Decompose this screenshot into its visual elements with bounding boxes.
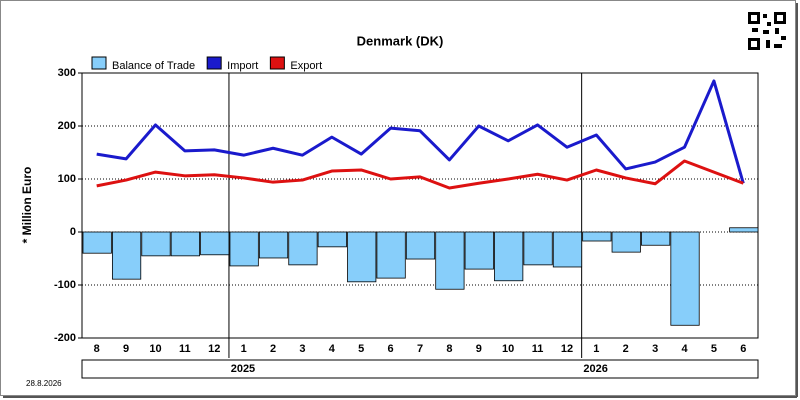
x-tick-label: 5 <box>711 343 717 355</box>
bar <box>435 231 465 290</box>
x-tick-label: 4 <box>329 343 336 355</box>
y-axis-label: * Million Euro <box>20 167 34 244</box>
x-tick-label: 8 <box>94 343 100 355</box>
x-tick-label: 10 <box>149 343 161 355</box>
bar <box>288 231 318 266</box>
bar <box>670 231 700 326</box>
legend-swatch <box>206 56 222 70</box>
chart-title: Denmark (DK) <box>357 33 444 48</box>
bar <box>258 231 289 259</box>
legend-label: Export <box>290 60 322 72</box>
y-tick-label: 0 <box>70 226 76 238</box>
x-tick-label: 1 <box>593 343 599 355</box>
year-row <box>81 359 759 379</box>
y-tick-label: -100 <box>54 279 76 291</box>
year-label: 2025 <box>231 363 255 375</box>
bar <box>376 231 406 279</box>
y-tick-label: 200 <box>58 120 76 132</box>
x-tick-label: 8 <box>446 343 452 355</box>
x-tick-label: 11 <box>532 343 544 355</box>
bar <box>611 231 641 253</box>
x-tick-label: 10 <box>502 343 514 355</box>
footnote: 28.8.2026 <box>26 379 62 388</box>
y-tick-label: 100 <box>58 173 76 185</box>
x-tick-label: 11 <box>179 343 191 355</box>
bar <box>111 231 142 280</box>
legend-label: Import <box>227 60 258 72</box>
bar <box>552 231 583 268</box>
bar <box>494 231 524 282</box>
bar <box>729 227 759 233</box>
bar <box>170 231 200 257</box>
x-tick-label: 4 <box>681 343 688 355</box>
line <box>96 79 745 184</box>
bar <box>523 231 553 266</box>
x-tick-label: 12 <box>208 343 220 355</box>
line <box>96 159 744 190</box>
bar <box>464 231 494 270</box>
legend-swatch <box>91 56 107 70</box>
bar <box>347 231 377 283</box>
legend-label: Balance of Trade <box>112 60 195 72</box>
bar <box>141 231 171 257</box>
x-tick-label: 3 <box>652 343 658 355</box>
x-tick-label: 5 <box>358 343 364 355</box>
bar <box>229 231 259 267</box>
bar <box>405 231 436 260</box>
x-tick-label: 1 <box>241 343 247 355</box>
y-tick-label: 300 <box>58 67 76 79</box>
x-tick-label: 6 <box>388 343 394 355</box>
x-tick-label: 2 <box>623 343 629 355</box>
x-tick-label: 9 <box>123 343 129 355</box>
bar <box>582 231 612 242</box>
x-tick-label: 7 <box>417 343 423 355</box>
bar <box>82 231 112 254</box>
bar <box>317 231 347 248</box>
bar <box>641 231 671 246</box>
plot-area <box>81 72 759 339</box>
year-label: 2026 <box>583 363 607 375</box>
qr-icon <box>748 12 786 50</box>
x-tick-label: 6 <box>740 343 746 355</box>
bar <box>200 231 230 256</box>
x-tick-label: 3 <box>299 343 305 355</box>
y-tick-label: -200 <box>54 332 76 344</box>
x-tick-label: 2 <box>270 343 276 355</box>
x-tick-label: 9 <box>476 343 482 355</box>
legend-swatch <box>269 56 285 70</box>
x-tick-label: 12 <box>561 343 573 355</box>
